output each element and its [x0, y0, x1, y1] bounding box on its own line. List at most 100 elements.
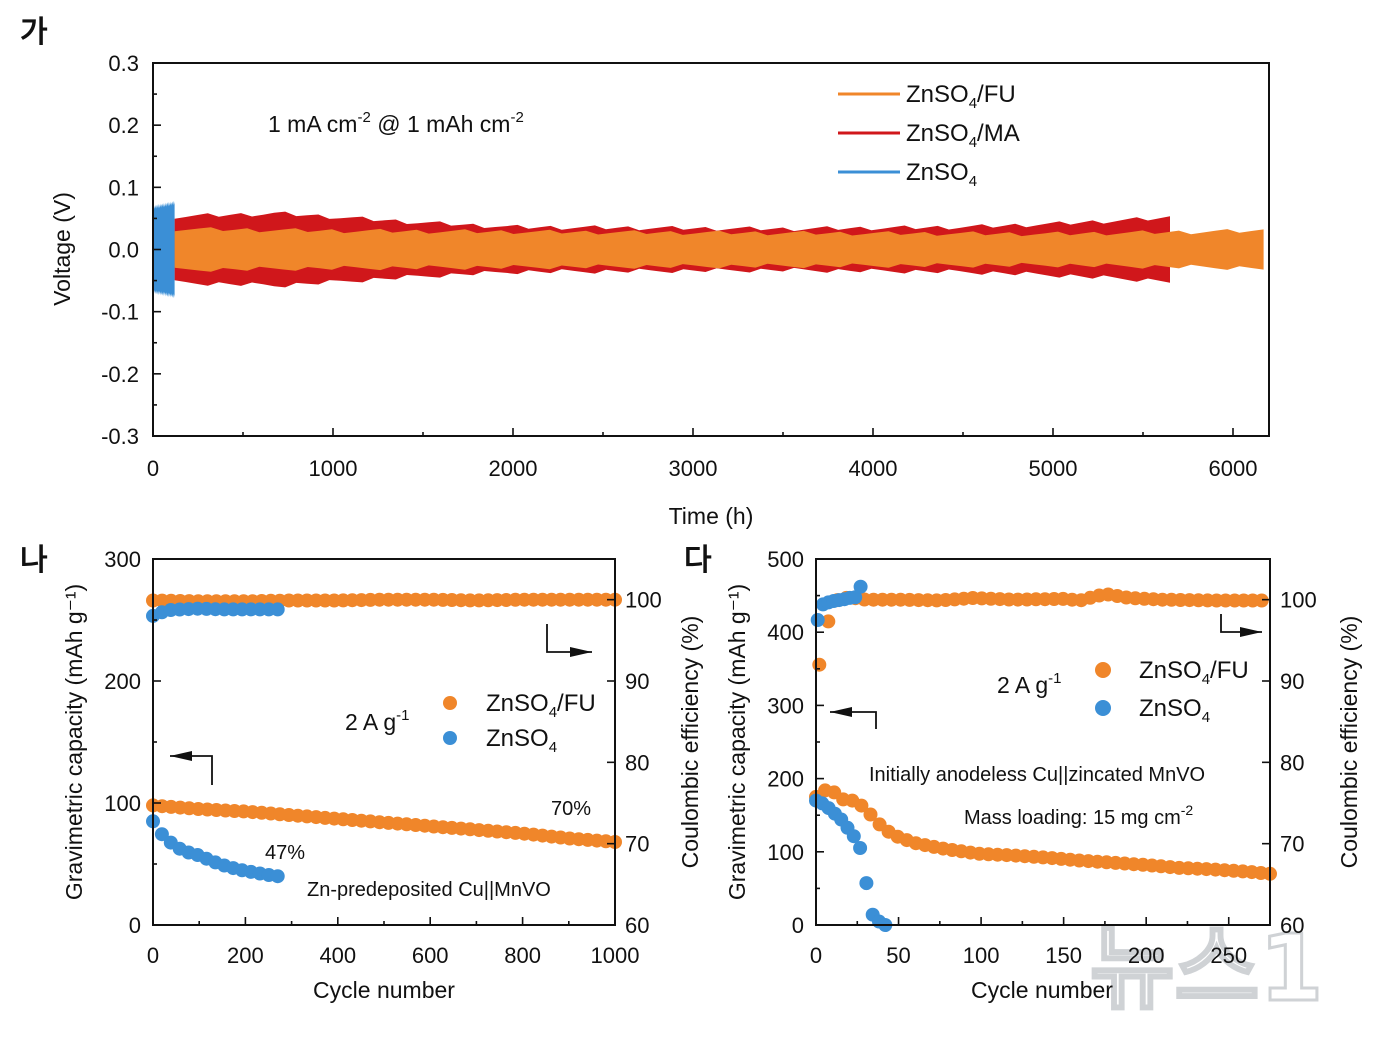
point-znso4	[859, 876, 874, 891]
y-tick-label: 0	[129, 913, 141, 938]
x-tick-label: 100	[963, 943, 1000, 968]
panel-b-y2-ticks: 60 70 80 90 100	[607, 588, 662, 938]
legend-label-zn-fu: ZnSO4/FU	[486, 690, 596, 721]
point-znso4-ce	[848, 590, 863, 605]
panel-label-c: 다	[684, 543, 712, 578]
y-tick-label: 400	[767, 620, 804, 645]
x-tick-label: 400	[319, 943, 356, 968]
x-tick-label: 0	[147, 456, 159, 481]
point-znso4-ce	[853, 579, 868, 594]
panel-b-y-label: Gravimetric capacity (mAh g⁻¹)	[61, 584, 87, 900]
panel-b-chart: 0 200 400 600 800 1000 0 100 200 300 60 70 80 90 100…	[61, 547, 703, 1003]
y2-tick-label: 60	[625, 913, 649, 938]
legend-label-zn-fu: ZnSO4/FU	[1139, 657, 1249, 688]
x-tick-label: 3000	[669, 456, 718, 481]
y-tick-label: -0.2	[101, 362, 139, 387]
panel-a-chart: 0 1000 2000 3000 4000 5000 6000 0.3 0.2 0.1 0.0 -0…	[49, 51, 1270, 529]
y2-tick-label: 90	[1280, 669, 1304, 694]
panel-c-right-axis-arrow	[1220, 614, 1262, 637]
y2-tick-label: 80	[1280, 750, 1304, 775]
panel-c-note-1: Initially anodeless Cu||zincated MnVO	[869, 764, 1205, 786]
point-znso4	[846, 829, 861, 844]
x-tick-label: 600	[412, 943, 449, 968]
panel-c-y2-label: Coulombic efficiency (%)	[1336, 616, 1362, 869]
legend-label-znso4: ZnSO4	[906, 159, 977, 190]
y2-tick-label: 100	[1280, 588, 1317, 613]
x-tick-label: 6000	[1209, 456, 1258, 481]
point-znso4-fu-ce	[812, 657, 827, 672]
legend-label-zn-fu: ZnSO4/FU	[906, 81, 1016, 112]
y2-tick-label: 60	[1280, 913, 1304, 938]
y-tick-label: 500	[767, 547, 804, 572]
panel-c-x-ticks: 0 50 100 150 200 250	[810, 917, 1247, 968]
x-tick-label: 1000	[591, 943, 640, 968]
panel-b-note: Zn-predeposited Cu||MnVO	[307, 879, 551, 901]
panel-b-legend: ZnSO4/FU ZnSO4	[443, 690, 596, 756]
legend-dot-znso4	[1095, 700, 1111, 716]
panel-b-y-ticks: 0 100 200 300	[104, 547, 161, 938]
panel-c-y2-ticks: 60 70 80 90 100	[1262, 588, 1317, 938]
point-znso4	[853, 841, 868, 855]
legend-dot-znso4	[443, 731, 457, 745]
panel-a-x-ticks: 0 1000 2000 3000 4000 5000 6000	[147, 428, 1258, 481]
point-znso4-fu	[854, 798, 869, 813]
y2-tick-label: 90	[625, 669, 649, 694]
x-tick-label: 150	[1045, 943, 1082, 968]
panel-b-left-axis-arrow	[170, 751, 213, 785]
y-tick-label: 0.1	[108, 175, 139, 200]
x-tick-label: 0	[810, 943, 822, 968]
x-tick-label: 200	[1128, 943, 1165, 968]
point-znso4	[270, 869, 285, 884]
y-tick-label: 100	[104, 791, 141, 816]
legend-dot-zn-fu	[443, 696, 457, 710]
panel-c-points	[809, 579, 1277, 932]
panel-b-y2-label: Coulombic efficiency (%)	[677, 616, 703, 869]
y2-tick-label: 70	[625, 832, 649, 857]
x-tick-label: 0	[147, 943, 159, 968]
legend-label-znso4: ZnSO4	[486, 725, 557, 756]
panel-b-points	[146, 592, 622, 884]
watermark: 뉴스1	[1090, 915, 1323, 1022]
y-tick-label: 200	[767, 767, 804, 792]
panel-label-a: 가	[20, 15, 48, 50]
y-tick-label: -0.3	[101, 424, 139, 449]
x-tick-label: 200	[227, 943, 264, 968]
y-tick-label: 0	[792, 913, 804, 938]
panel-a-y-label: Voltage (V)	[49, 192, 75, 306]
panel-b-retention-zn: 47%	[265, 842, 305, 864]
y-tick-label: 200	[104, 669, 141, 694]
y-tick-label: 0.0	[108, 238, 139, 263]
legend-label-znso4: ZnSO4	[1139, 695, 1210, 726]
x-tick-label: 250	[1210, 943, 1247, 968]
legend-label-zn-ma: ZnSO4/MA	[906, 120, 1020, 151]
panel-b-rate: 2 A g-1	[345, 707, 410, 735]
y-tick-label: 300	[767, 693, 804, 718]
y2-tick-label: 100	[625, 588, 662, 613]
point-znso4-fu	[863, 807, 878, 822]
panel-label-b: 나	[20, 543, 48, 578]
panel-b-x-label: Cycle number	[313, 977, 455, 1003]
panel-a-legend: ZnSO4/FU ZnSO4/MA ZnSO4	[838, 81, 1020, 190]
panel-a-x-label: Time (h)	[669, 503, 754, 529]
y-tick-label: 0.2	[108, 113, 139, 138]
point-znso4	[154, 827, 169, 842]
panel-c-y-label: Gravimetric capacity (mAh g⁻¹)	[724, 584, 750, 900]
trace-znso4-fu	[174, 227, 1264, 272]
panel-c-legend: ZnSO4/FU ZnSO4	[1095, 657, 1249, 726]
point-znso4-fu-ce	[1254, 593, 1269, 608]
panel-b-x-ticks: 0 200 400 600 800 1000	[147, 917, 640, 968]
panel-c-left-axis-arrow	[830, 707, 877, 729]
panel-a-traces	[153, 200, 1264, 299]
legend-dot-zn-fu	[1095, 662, 1111, 678]
x-tick-label: 50	[886, 943, 910, 968]
x-tick-label: 1000	[309, 456, 358, 481]
x-tick-label: 4000	[849, 456, 898, 481]
panel-c-x-label: Cycle number	[971, 977, 1113, 1003]
panel-c-note-2: Mass loading: 15 mg cm-2	[964, 802, 1193, 829]
y-tick-label: 300	[104, 547, 141, 572]
panel-b-right-axis-arrow	[546, 624, 592, 657]
x-tick-label: 2000	[489, 456, 538, 481]
panel-c-chart: 0 50 100 150 200 250 0 100 200 300 400 500 60 70 80 9…	[724, 547, 1362, 1003]
y2-tick-label: 80	[625, 750, 649, 775]
point-znso4-ce	[810, 613, 825, 627]
